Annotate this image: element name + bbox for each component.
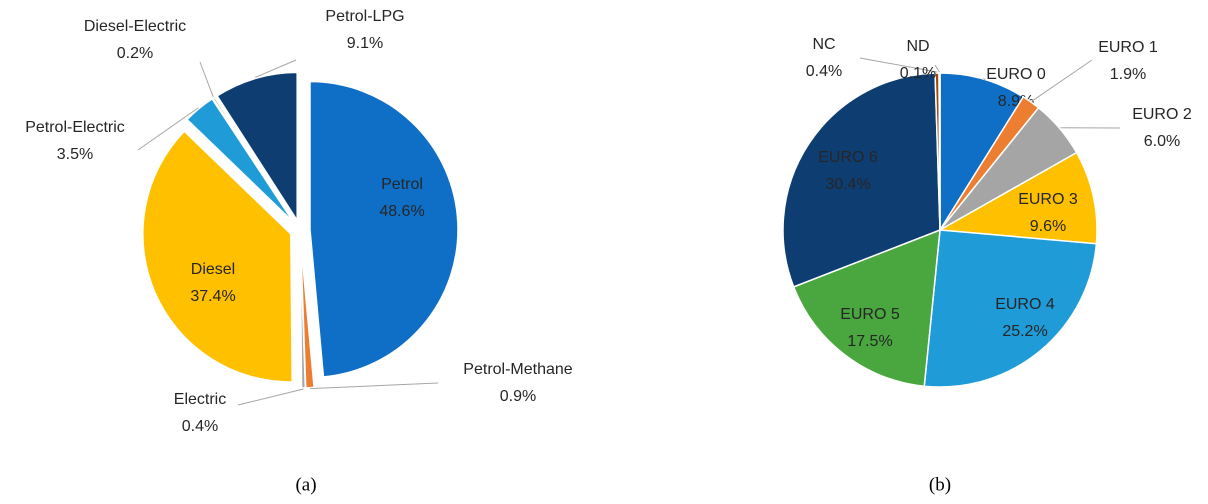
slice-label: Electric (174, 391, 226, 408)
value-label: 6.0% (1144, 133, 1180, 150)
slice-label: Diesel-Electric (84, 18, 186, 35)
slice-label: EURO 5 (840, 306, 900, 323)
slice-label: EURO 1 (1098, 39, 1158, 56)
value-label: 25.2% (1002, 323, 1047, 340)
pie-slice (923, 229, 1098, 388)
caption: (a) (295, 474, 316, 495)
leader-line (934, 64, 940, 73)
value-label: 0.1% (900, 65, 936, 82)
slice-label: Diesel (191, 261, 235, 278)
leader-line (1031, 59, 1093, 102)
slice-label: EURO 6 (818, 149, 878, 166)
slice-label: EURO 3 (1018, 191, 1078, 208)
pie-slice (782, 72, 941, 288)
pie-slice (939, 72, 1025, 233)
value-label: 0.4% (182, 418, 218, 435)
leader-line (199, 61, 214, 97)
slice-label: ND (906, 38, 929, 55)
value-label: 9.1% (347, 35, 383, 52)
slice-label: Petrol-LPG (325, 8, 404, 25)
pie-slice (216, 71, 298, 223)
pie-slice (142, 130, 293, 383)
value-label: 3.5% (57, 146, 93, 163)
leader-line (237, 388, 304, 406)
leader-line (309, 382, 439, 390)
pie-slice (937, 151, 1098, 245)
slice-label: NC (812, 36, 835, 53)
leader-line (859, 57, 938, 73)
slice-label: EURO 2 (1132, 106, 1192, 123)
value-label: 9.6% (1030, 218, 1066, 235)
pie-slice (309, 80, 459, 378)
pie-slice (938, 72, 941, 231)
value-label: 17.5% (847, 333, 892, 350)
value-label: 30.4% (825, 176, 870, 193)
slice-label: Petrol-Electric (25, 119, 125, 136)
value-label: 0.2% (117, 45, 153, 62)
value-label: 48.6% (379, 203, 424, 220)
pie-slice (186, 97, 295, 223)
pie-slice (299, 239, 307, 389)
slice-label: Petrol (381, 176, 423, 193)
pie-slice (211, 96, 296, 223)
caption: (b) (929, 474, 951, 495)
leader-line (255, 59, 297, 78)
value-label: 0.9% (500, 388, 536, 405)
pie-slice (792, 228, 941, 388)
slice-label: EURO 4 (995, 296, 1055, 313)
slice-label: Petrol-Methane (463, 361, 572, 378)
slice-label: EURO 0 (986, 66, 1046, 83)
value-label: 37.4% (190, 288, 235, 305)
value-label: 1.9% (1110, 66, 1146, 83)
value-label: 0.4% (806, 63, 842, 80)
leader-line (983, 77, 986, 81)
leader-line (137, 107, 199, 151)
